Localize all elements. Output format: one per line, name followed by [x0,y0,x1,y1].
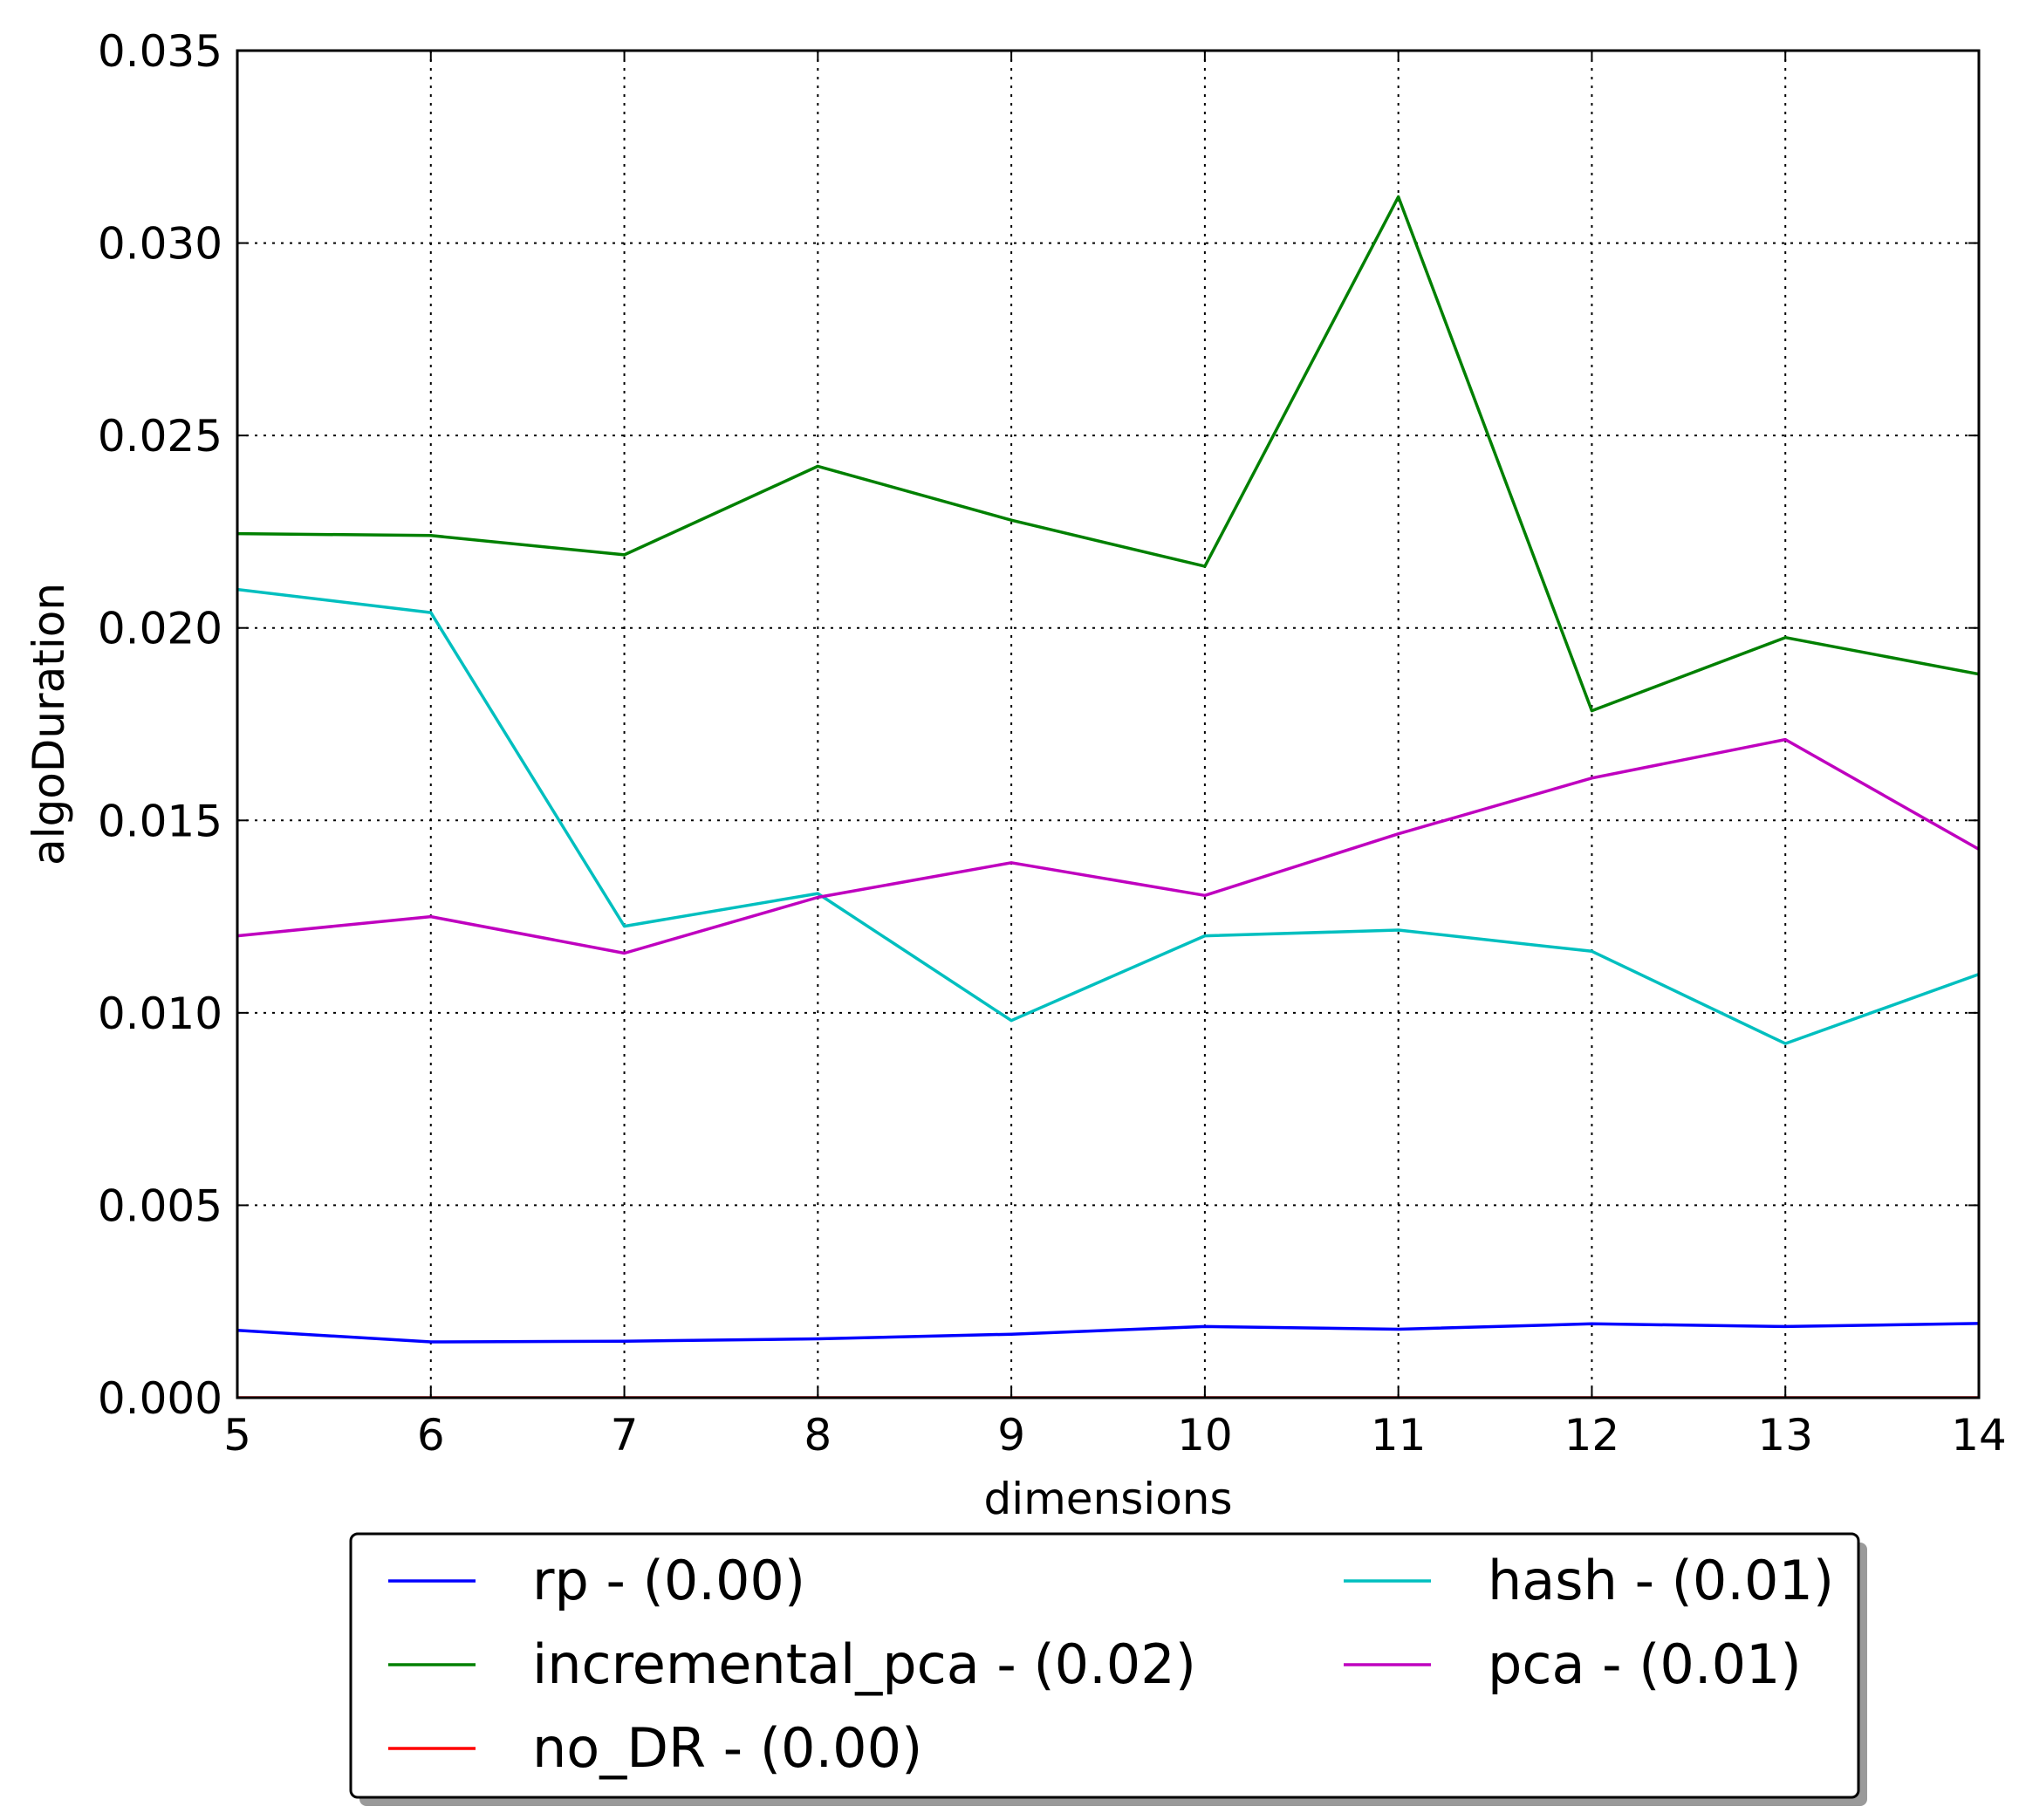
y-tick-labels: 0.000 0.005 0.010 0.015 0.020 0.025 0.030 0.035 [98,26,222,1424]
y-tick-label: 0.005 [98,1180,222,1231]
legend-label-incremental-pca: incremental_pca - (0.02) [532,1632,1196,1696]
plot-background [237,51,1979,1398]
x-axis-label: dimensions [983,1474,1232,1524]
gridlines [237,51,1979,1398]
tick-marks [236,50,1980,1399]
y-tick-label: 0.030 [98,219,222,270]
x-tick-label: 13 [1757,1410,1813,1461]
x-tick-label: 12 [1564,1410,1620,1461]
x-tick-label: 10 [1177,1410,1233,1461]
legend-label-rp: rp - (0.00) [532,1549,805,1612]
legend-label-pca: pca - (0.01) [1488,1632,1802,1696]
y-tick-label: 0.010 [98,989,222,1039]
x-tick-label: 5 [223,1410,251,1461]
x-tick-labels: 5 6 7 8 9 10 11 12 13 14 [223,1410,2007,1461]
x-tick-label: 11 [1371,1410,1427,1461]
x-tick-label: 9 [997,1410,1025,1461]
y-tick-label: 0.020 [98,604,222,654]
plot-frame [236,49,1981,1399]
y-axis-label: algoDuration [24,583,74,866]
series-line-hash [237,587,1979,1045]
series-line-incremental-pca [237,195,1979,713]
y-tick-label: 0.025 [98,411,222,462]
y-tick-label: 0.000 [98,1373,222,1424]
series-line-rp [237,1322,1979,1344]
legend-entries: rp - (0.00) incremental_pca - (0.02) no_DR… [388,1549,1834,1780]
x-tick-label: 14 [1951,1410,2007,1461]
x-tick-label: 8 [804,1410,832,1461]
series-line-pca [237,737,1979,955]
y-tick-label: 0.035 [98,26,222,77]
legend-label-hash: hash - (0.01) [1488,1549,1834,1612]
legend-box [349,1532,1860,1799]
legend: rp - (0.00) incremental_pca - (0.02) no_DR… [349,1532,1867,1806]
y-tick-label: 0.015 [98,796,222,846]
series-layer [237,195,1979,1398]
x-tick-label: 7 [611,1410,639,1461]
x-tick-label: 6 [417,1410,445,1461]
legend-label-no-dr: no_DR - (0.00) [532,1716,922,1780]
